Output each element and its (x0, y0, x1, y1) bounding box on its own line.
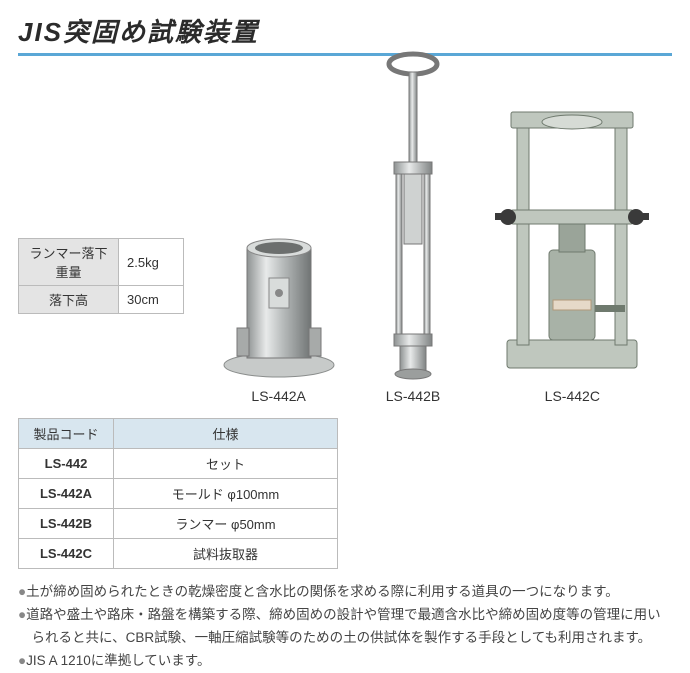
figure-label: LS-442B (386, 388, 440, 404)
col-spec: 仕様 (114, 419, 338, 449)
spec-label: 落下高 (19, 286, 119, 314)
bullet-dot-icon: ● (18, 584, 26, 599)
cell-spec: ランマー φ50mm (114, 509, 338, 539)
figures-area: LS-442A (204, 74, 672, 404)
cell-spec: 試料抜取器 (114, 539, 338, 569)
cell-code: LS-442A (19, 479, 114, 509)
figure-ls442a: LS-442A (219, 230, 339, 404)
col-code: 製品コード (19, 419, 114, 449)
cell-code: LS-442 (19, 449, 114, 479)
description-bullets: ●土が締め固められたときの乾燥密度と含水比の関係を求める際に利用する道具の一つに… (18, 581, 672, 673)
page-title: JIS突固め試験装置 (18, 12, 672, 56)
cell-spec: セット (114, 449, 338, 479)
bullet-item: ●JIS A 1210に準拠しています。 (18, 650, 672, 673)
spec-small-table: ランマー落下重量 2.5kg 落下高 30cm (18, 238, 184, 314)
cell-spec: モールド φ100mm (114, 479, 338, 509)
figure-ls442b: LS-442B (368, 50, 458, 404)
bullet-dot-icon: ● (18, 653, 26, 668)
bullet-dot-icon: ● (18, 607, 26, 622)
spec-label: ランマー落下重量 (19, 239, 119, 286)
spec-value: 30cm (119, 286, 184, 314)
bullet-item: ●道路や盛土や路床・路盤を構築する際、締め固めの設計や管理で最適含水比や締め固め… (18, 604, 672, 650)
table-row: LS-442 セット (19, 449, 338, 479)
bullet-text: 土が締め固められたときの乾燥密度と含水比の関係を求める際に利用する道具の一つにな… (26, 584, 619, 599)
table-header-row: 製品コード 仕様 (19, 419, 338, 449)
cell-code: LS-442C (19, 539, 114, 569)
table-row: LS-442A モールド φ100mm (19, 479, 338, 509)
table-row: 落下高 30cm (19, 286, 184, 314)
figure-label: LS-442A (251, 388, 305, 404)
bullet-item: ●土が締め固められたときの乾燥密度と含水比の関係を求める際に利用する道具の一つに… (18, 581, 672, 604)
cell-code: LS-442B (19, 509, 114, 539)
table-row: LS-442C 試料抜取器 (19, 539, 338, 569)
figure-ls442c: LS-442C (487, 100, 657, 404)
table-row: ランマー落下重量 2.5kg (19, 239, 184, 286)
bullet-text: JIS A 1210に準拠しています。 (26, 653, 210, 668)
table-row: LS-442B ランマー φ50mm (19, 509, 338, 539)
bullet-text: 道路や盛土や路床・路盤を構築する際、締め固めの設計や管理で最適含水比や締め固め度… (26, 607, 661, 645)
top-area: ランマー落下重量 2.5kg 落下高 30cm (18, 74, 672, 404)
spec-main-table: 製品コード 仕様 LS-442 セット LS-442A モールド φ100mm … (18, 418, 338, 569)
figure-label: LS-442C (545, 388, 600, 404)
spec-value: 2.5kg (119, 239, 184, 286)
